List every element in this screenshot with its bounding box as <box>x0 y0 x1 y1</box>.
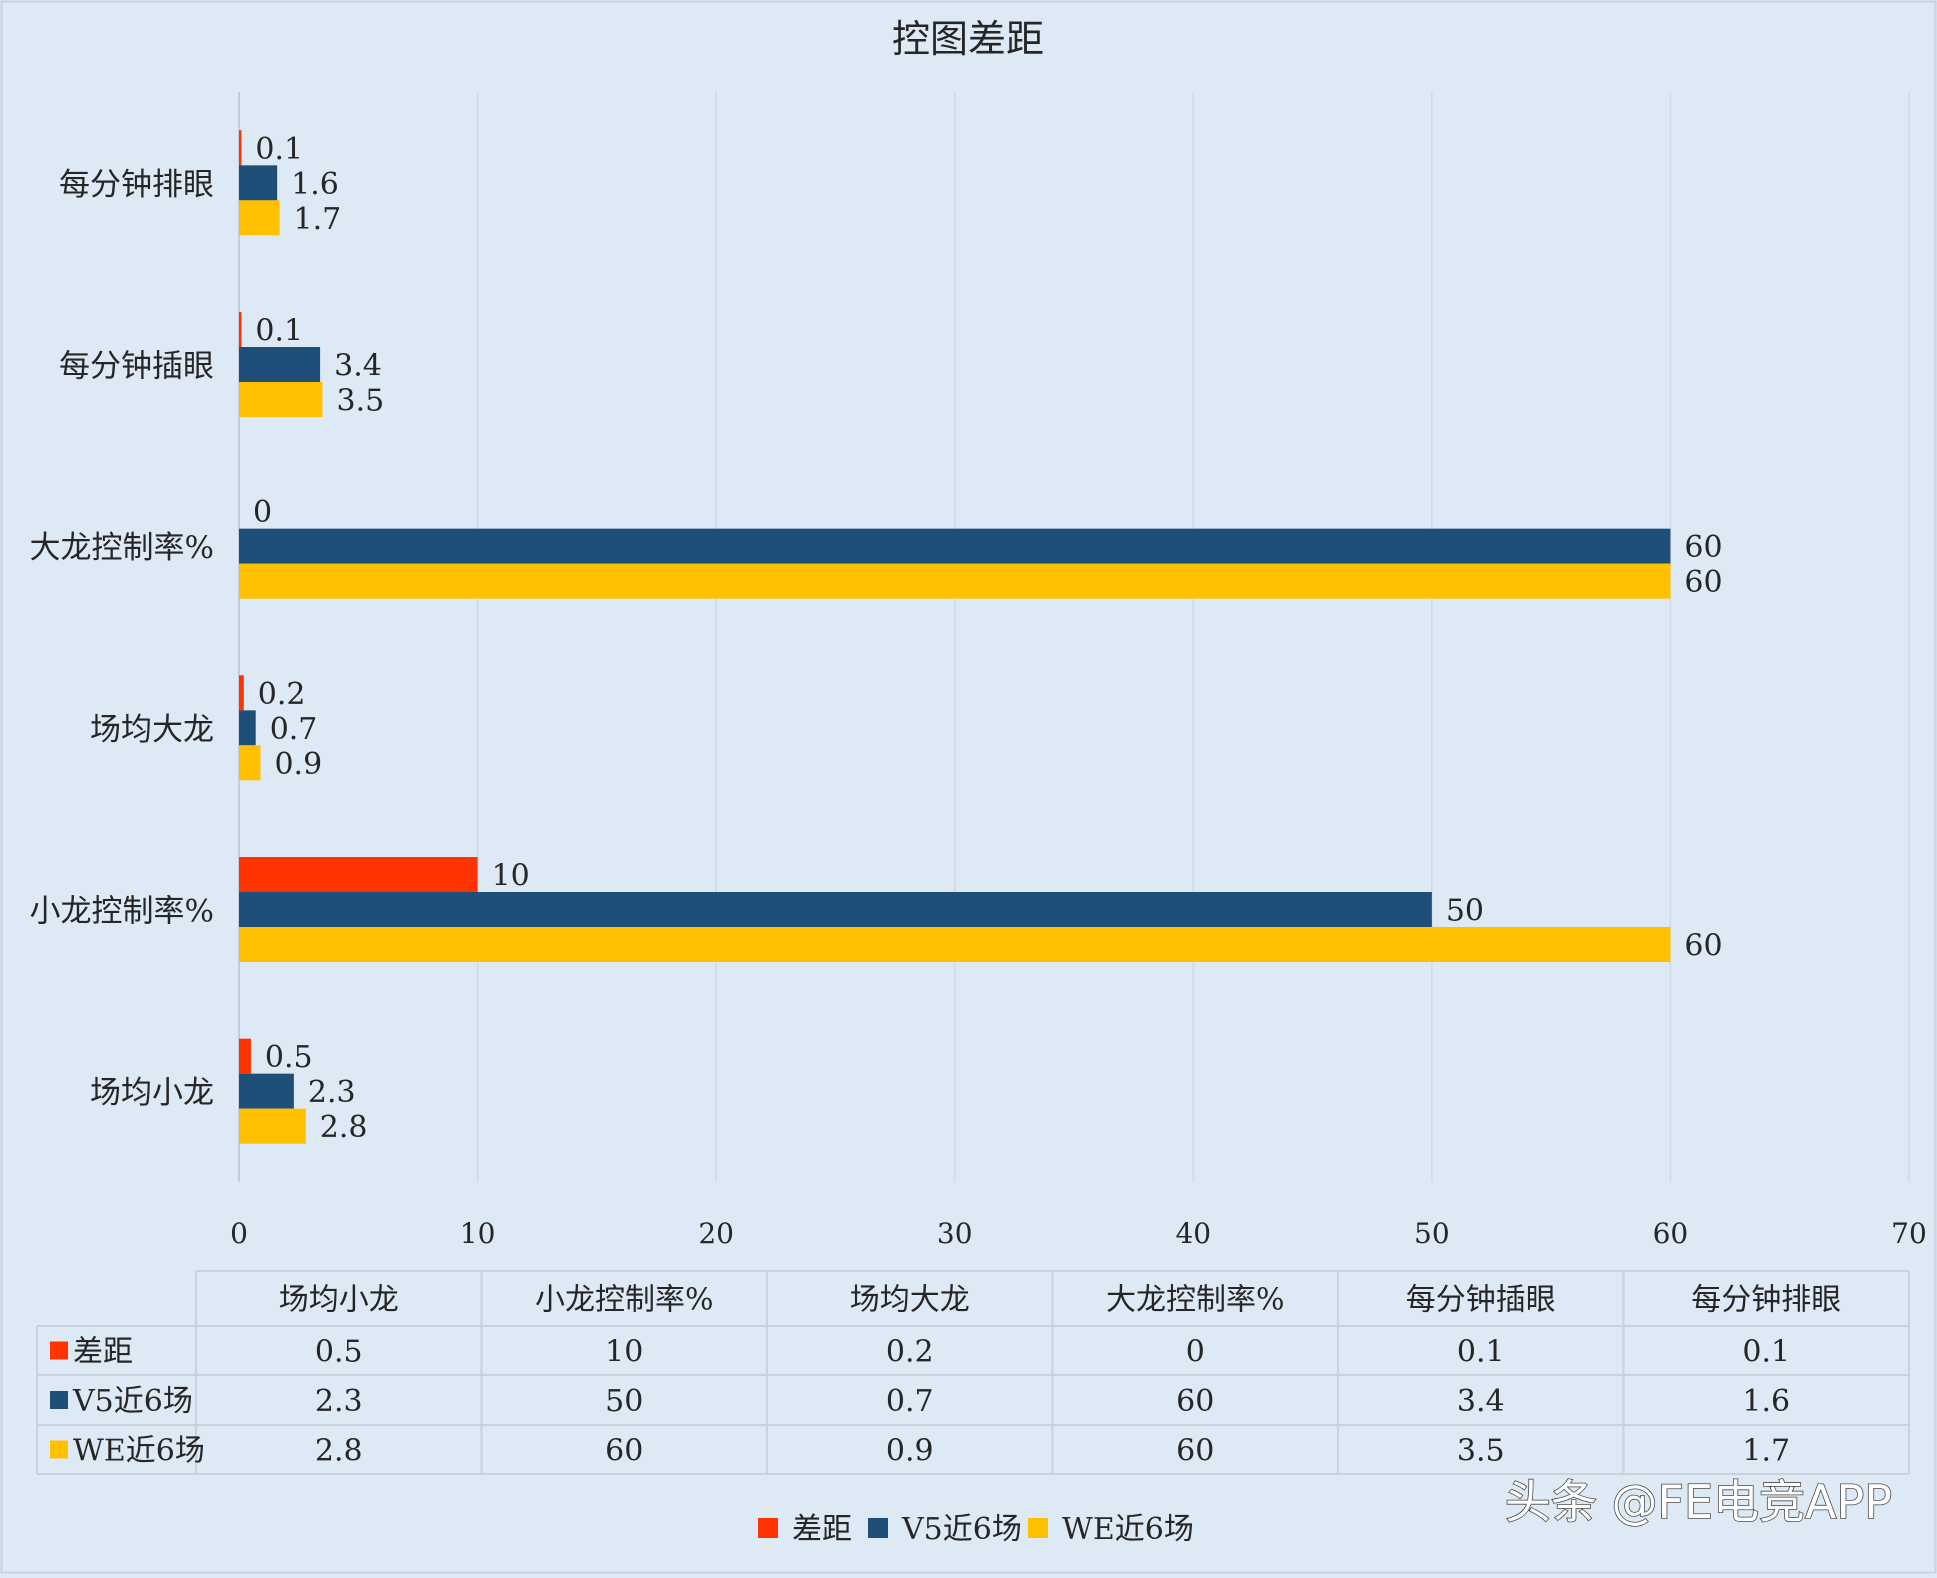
bar-min-marker <box>239 312 242 347</box>
table-cell: 0.2 <box>886 1335 934 1370</box>
data-label: 1.6 <box>291 167 339 202</box>
table-cell: 60 <box>1176 1434 1214 1469</box>
legend-key <box>1028 1518 1048 1538</box>
data-label: 1.7 <box>294 202 342 237</box>
bar <box>239 528 1671 564</box>
bar <box>239 892 1432 927</box>
table-legend-key <box>50 1391 68 1409</box>
bar-min-marker <box>239 130 242 166</box>
bar <box>239 347 321 382</box>
table-cell: 50 <box>605 1384 643 1419</box>
bar <box>239 927 1671 962</box>
table-cell: 0 <box>1186 1335 1205 1370</box>
bar <box>239 165 278 201</box>
bar <box>239 1038 251 1074</box>
legend-label: WE近6场 <box>1062 1512 1194 1547</box>
bar <box>239 1073 294 1109</box>
table-row-label: V5近6场 <box>72 1384 193 1419</box>
bar <box>239 382 323 417</box>
table-cell: 60 <box>605 1434 643 1469</box>
category-label: 场均大龙 <box>90 712 214 748</box>
data-label: 0.2 <box>258 677 306 712</box>
data-label: 60 <box>1684 565 1722 600</box>
legend-key <box>868 1518 888 1538</box>
data-label: 0.5 <box>265 1040 313 1075</box>
legend-label: 差距 <box>792 1512 852 1547</box>
table-cell: 0.7 <box>886 1384 934 1419</box>
table-cell: 2.3 <box>315 1384 363 1419</box>
table-header-cell: 每分钟排眼 <box>1691 1283 1841 1318</box>
category-label: 每分钟排眼 <box>59 167 214 203</box>
table-cell: 1.6 <box>1742 1384 1790 1419</box>
data-label: 60 <box>1684 929 1722 964</box>
table-cell: 0.9 <box>886 1434 934 1469</box>
x-tick-label: 20 <box>698 1217 734 1250</box>
table-header-cell: 每分钟插眼 <box>1406 1283 1556 1318</box>
table-cell: 2.8 <box>315 1434 363 1469</box>
table-cell: 3.4 <box>1457 1384 1505 1419</box>
bar <box>239 675 244 711</box>
table-header-cell: 大龙控制率% <box>1106 1283 1285 1318</box>
table-row-label: WE近6场 <box>73 1434 205 1469</box>
x-tick-label: 0 <box>230 1217 248 1250</box>
table-cell: 3.5 <box>1457 1434 1505 1469</box>
data-label: 2.8 <box>320 1110 368 1145</box>
legend-label: V5近6场 <box>901 1512 1022 1547</box>
watermark-text: 头条 @FE电竞APP <box>1505 1475 1892 1529</box>
data-label: 3.5 <box>337 384 385 419</box>
data-label: 0.7 <box>270 712 318 747</box>
data-label: 60 <box>1684 530 1722 565</box>
table-cell: 10 <box>605 1335 643 1370</box>
x-tick-label: 10 <box>460 1217 496 1250</box>
data-label: 0.9 <box>274 747 322 782</box>
table-cell: 0.5 <box>315 1335 363 1370</box>
category-label: 每分钟插眼 <box>59 349 214 385</box>
x-tick-label: 30 <box>937 1217 973 1250</box>
bar <box>239 710 256 746</box>
bar <box>239 745 261 781</box>
category-label: 小龙控制率% <box>30 894 214 930</box>
table-legend-key <box>50 1341 68 1360</box>
table-cell: 1.7 <box>1742 1434 1790 1469</box>
data-label: 2.3 <box>308 1075 356 1110</box>
data-label: 0.1 <box>255 132 303 167</box>
category-label: 大龙控制率% <box>30 530 214 566</box>
category-label: 场均小龙 <box>90 1075 214 1111</box>
table-cell: 60 <box>1176 1384 1214 1419</box>
bar <box>239 857 478 892</box>
legend-key <box>758 1518 778 1538</box>
x-tick-label: 60 <box>1653 1217 1689 1250</box>
data-label: 10 <box>492 859 530 894</box>
table-header-cell: 小龙控制率% <box>535 1283 714 1318</box>
x-tick-label: 70 <box>1891 1217 1927 1250</box>
bar <box>239 200 280 236</box>
table-header-cell: 场均小龙 <box>279 1283 399 1318</box>
bar <box>239 563 1671 599</box>
table-header-cell: 场均大龙 <box>850 1283 970 1318</box>
chart-title: 控图差距 <box>892 17 1044 61</box>
bar <box>239 1108 306 1144</box>
table-legend-key <box>50 1440 68 1459</box>
x-tick-label: 40 <box>1175 1217 1211 1250</box>
table-cell: 0.1 <box>1742 1335 1790 1370</box>
data-label: 50 <box>1446 894 1484 929</box>
data-label: 3.4 <box>334 349 382 384</box>
table-cell: 0.1 <box>1457 1335 1505 1370</box>
x-tick-label: 50 <box>1414 1217 1450 1250</box>
data-label: 0 <box>253 495 272 530</box>
table-row-label: 差距 <box>73 1335 133 1370</box>
data-label: 0.1 <box>255 314 303 349</box>
